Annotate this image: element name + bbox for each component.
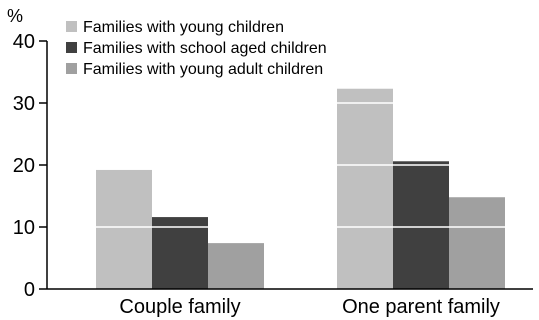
legend-swatch: [66, 21, 77, 32]
legend-swatch: [66, 63, 77, 74]
bar: [393, 161, 449, 289]
y-tick-label: 20: [13, 155, 35, 177]
legend-label: Families with young adult children: [83, 61, 323, 78]
x-category-label: One parent family: [342, 296, 500, 318]
y-axis-unit-label: %: [7, 6, 23, 26]
bar: [337, 88, 393, 290]
legend: Families with young children Families wit…: [66, 19, 327, 78]
y-tick-label: 30: [13, 93, 35, 115]
x-category-labels: Couple family One parent family: [119, 296, 500, 318]
legend-label: Families with school aged children: [83, 40, 327, 57]
bar: [96, 169, 152, 289]
y-tick-label: 10: [13, 217, 35, 239]
legend-label: Families with young children: [83, 19, 284, 36]
legend-swatch: [66, 42, 77, 53]
bar: [449, 197, 505, 289]
y-ticks: 0 10 20 30 40: [13, 31, 47, 301]
bar: [152, 217, 208, 289]
x-category-label: Couple family: [119, 296, 240, 318]
y-tick-label: 40: [13, 31, 35, 53]
y-tick-label: 0: [24, 279, 35, 301]
bars-layer: [96, 88, 505, 290]
bar-gridlines-layer: [96, 102, 505, 228]
bar: [208, 243, 264, 289]
